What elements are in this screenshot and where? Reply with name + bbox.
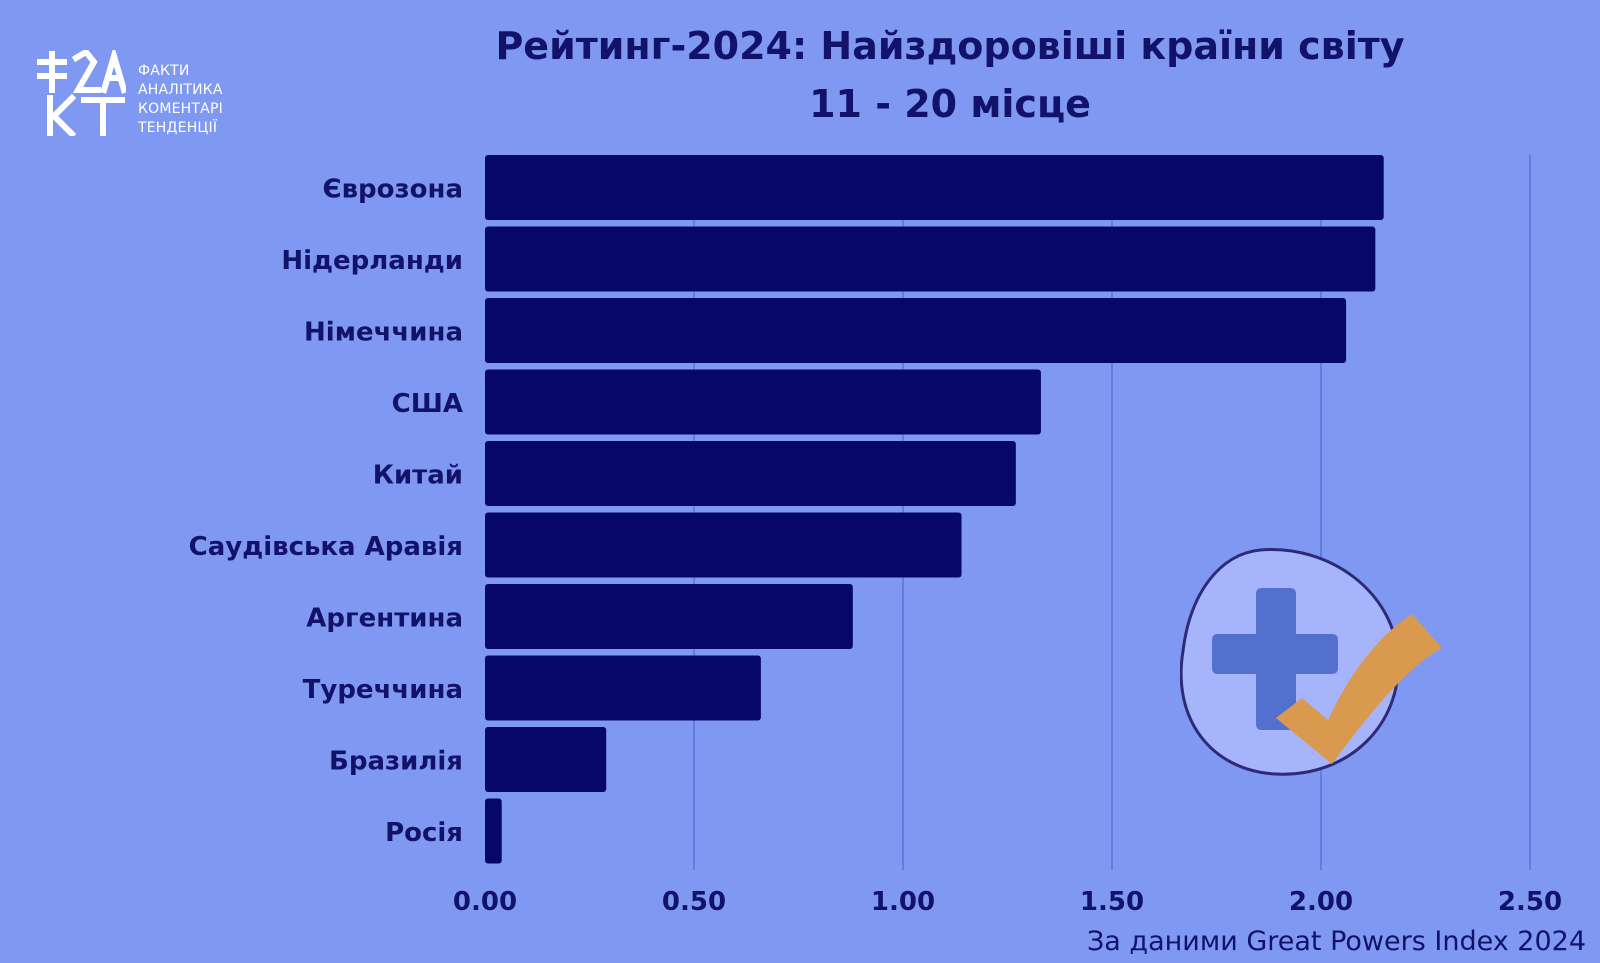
- bar: [485, 441, 1016, 506]
- category-label: Єврозона: [323, 175, 464, 205]
- category-label: Росія: [385, 818, 463, 848]
- bar: [485, 298, 1347, 363]
- x-tick-label: 0.50: [662, 887, 726, 917]
- bar: [485, 584, 853, 649]
- category-label: Німеччина: [304, 318, 463, 348]
- chart-title: Рейтинг-2024: Найздоровіші країни світу: [495, 24, 1405, 68]
- bar: [485, 798, 502, 864]
- bar: [485, 155, 1384, 220]
- x-tick-label: 0.00: [453, 887, 517, 917]
- bar: [485, 512, 962, 578]
- source-note: За даними Great Powers Index 2024: [1086, 926, 1586, 957]
- brand-line: ФАКТИ: [138, 63, 190, 79]
- x-tick-label: 2.00: [1289, 887, 1353, 917]
- category-label: Бразилія: [329, 747, 463, 777]
- category-label: Аргентина: [306, 604, 463, 634]
- category-label: Саудівська Аравія: [189, 532, 463, 562]
- category-label: Туреччина: [303, 675, 463, 705]
- bar: [485, 369, 1041, 435]
- x-tick-label: 2.50: [1498, 887, 1562, 917]
- fakt-logo-icon: [37, 50, 126, 136]
- chart-subtitle: 11 - 20 місце: [809, 82, 1091, 126]
- health-badge-icon: [1180, 548, 1442, 776]
- bar: [485, 655, 761, 721]
- brand-line: АНАЛІТИКА: [138, 82, 223, 98]
- checkmark-icon: [1276, 614, 1442, 764]
- brand-line: ТЕНДЕНЦІЇ: [138, 120, 218, 136]
- medical-cross-icon: [1212, 588, 1338, 730]
- bar: [485, 226, 1376, 292]
- x-tick-label: 1.00: [871, 887, 935, 917]
- brand-logo: ФАКТИ АНАЛІТИКА КОМЕНТАРІ ТЕНДЕНЦІЇ: [34, 50, 264, 140]
- category-label: Китай: [373, 461, 463, 491]
- bar: [485, 727, 607, 792]
- brand-line: КОМЕНТАРІ: [138, 101, 223, 117]
- category-label: Нідерланди: [281, 246, 463, 276]
- category-label: США: [392, 389, 463, 419]
- brand-text: ФАКТИ АНАЛІТИКА КОМЕНТАРІ ТЕНДЕНЦІЇ: [138, 62, 223, 138]
- x-tick-label: 1.50: [1080, 887, 1144, 917]
